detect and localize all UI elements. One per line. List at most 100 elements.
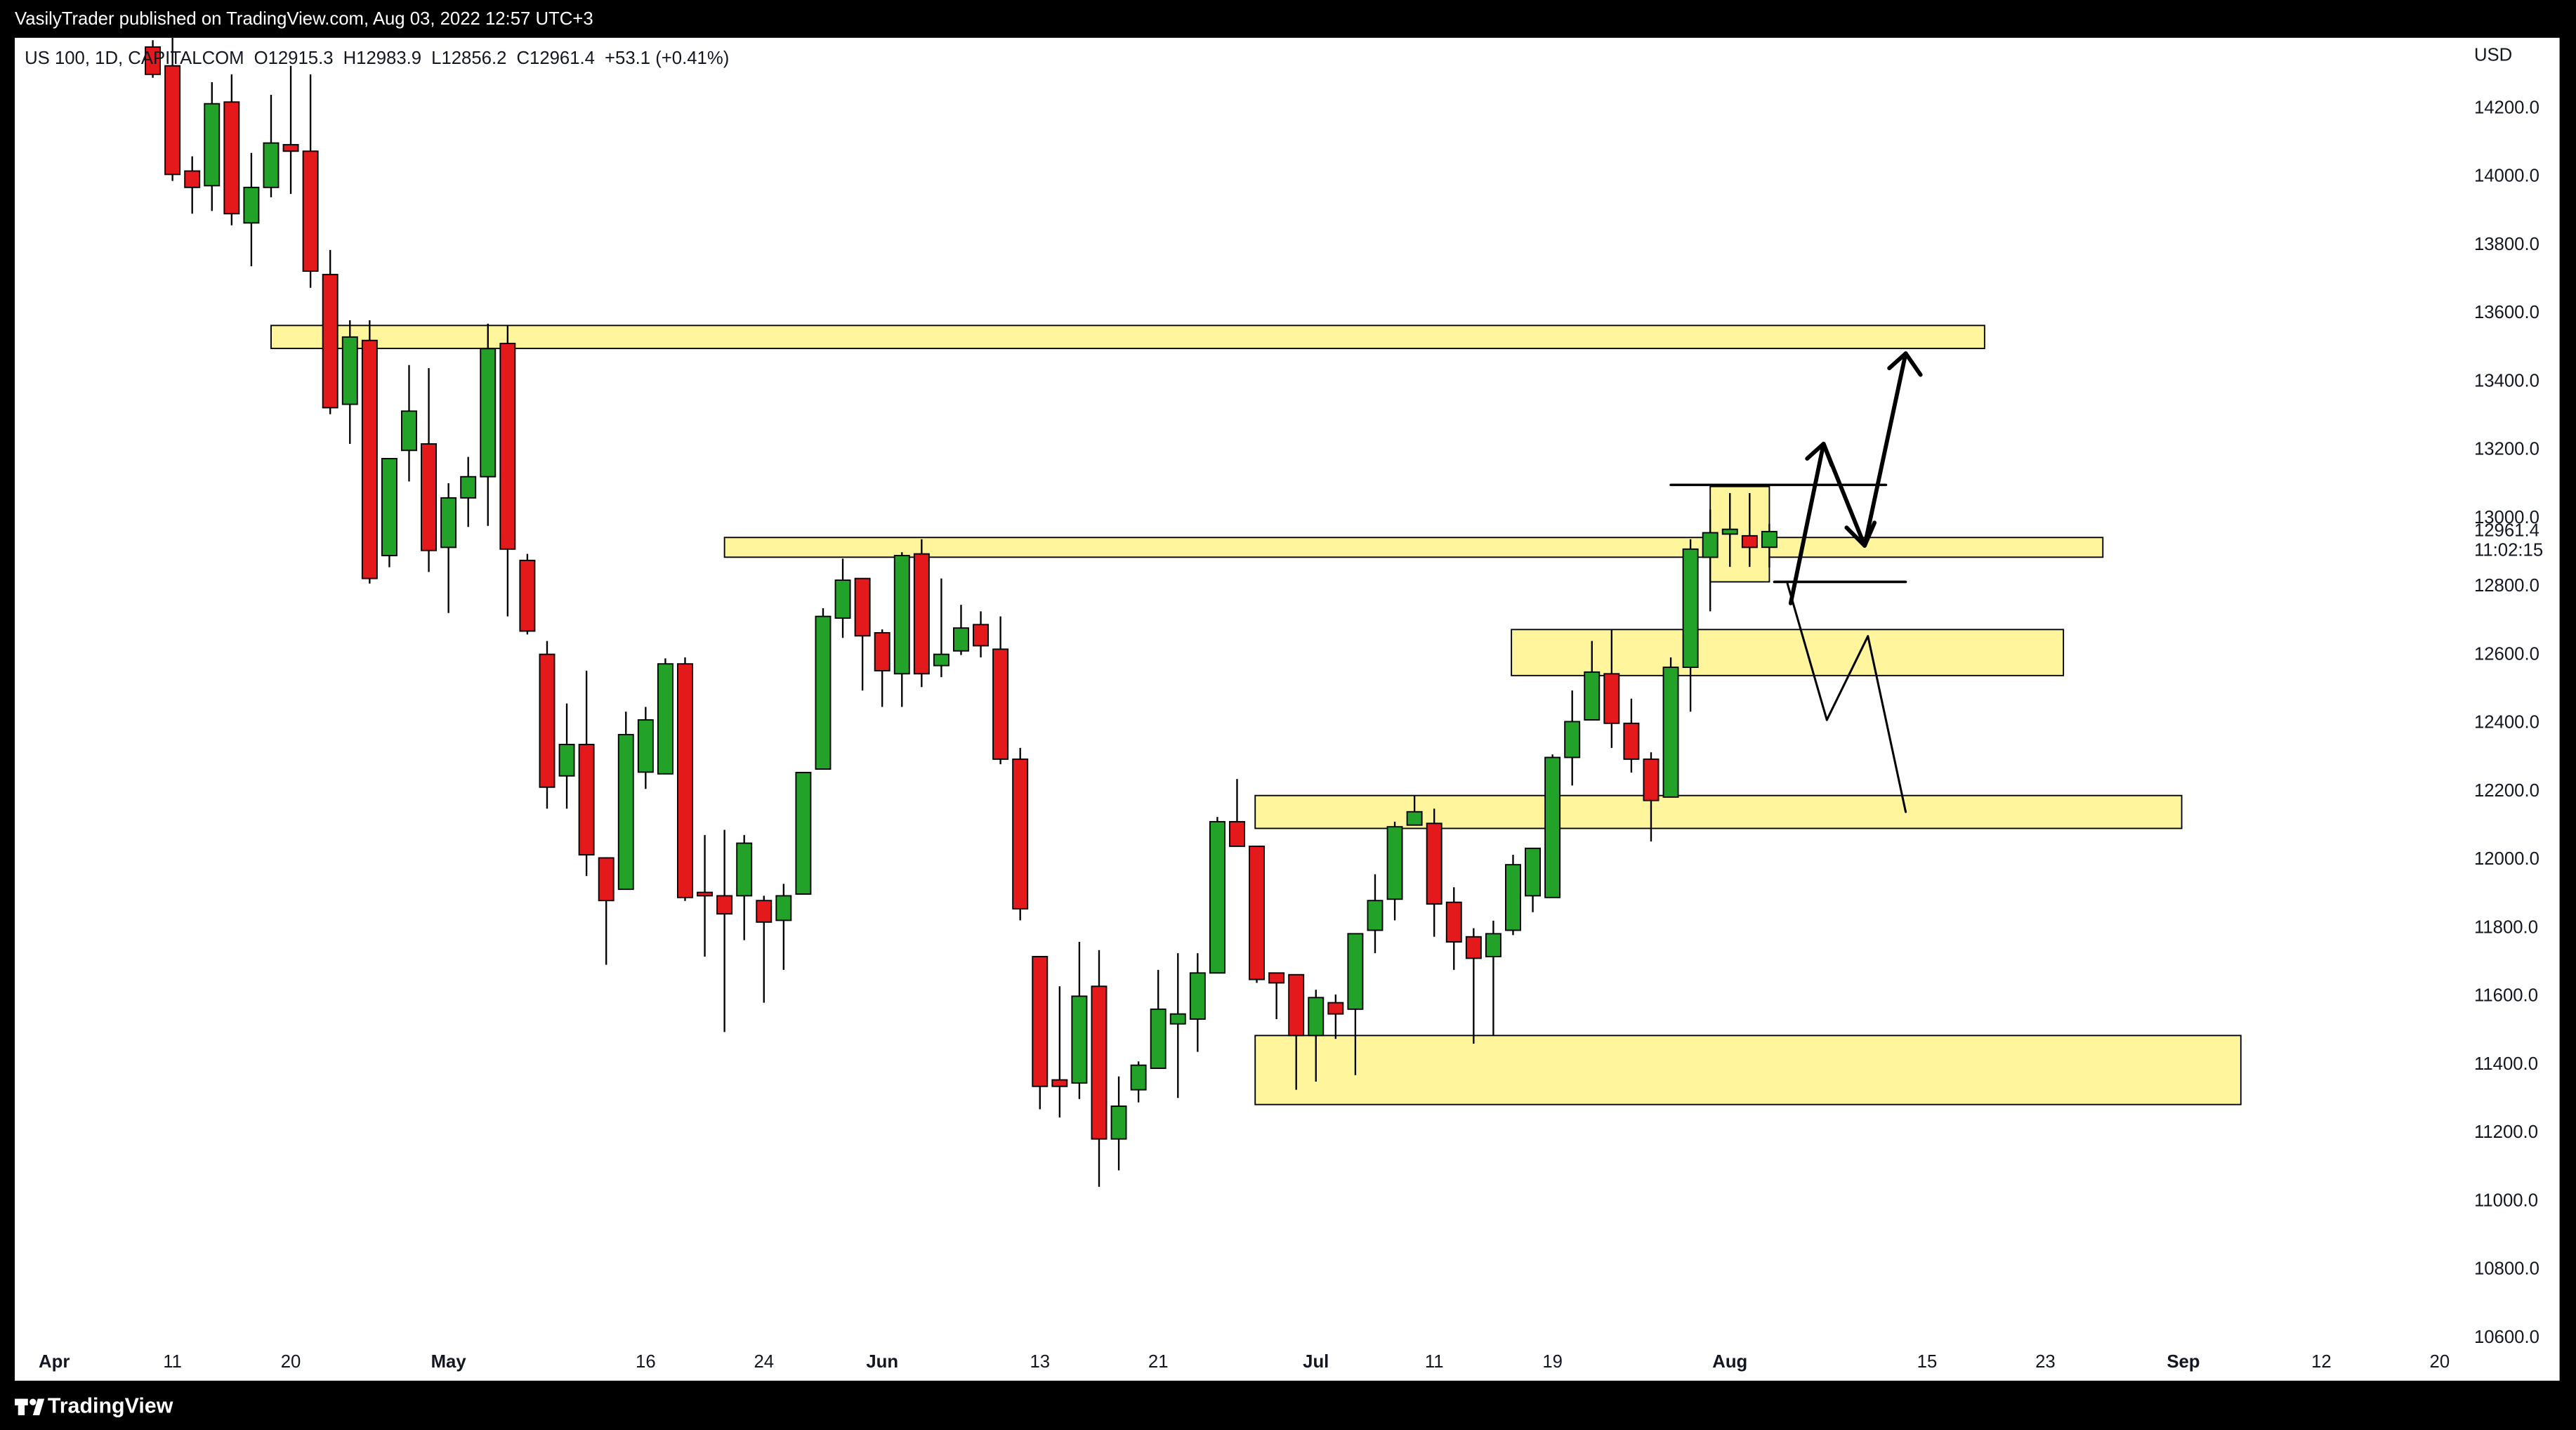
candle-body — [223, 101, 240, 215]
logo-mark — [32, 1398, 45, 1415]
candle-body — [1249, 845, 1266, 980]
plot-area — [145, 37, 2242, 1187]
x-tick-label: 24 — [754, 1352, 774, 1372]
zone — [723, 537, 2104, 558]
y-tick-label: 11600.0 — [2474, 986, 2538, 1006]
zone — [1511, 629, 2065, 676]
logo: TradingView — [15, 1393, 173, 1417]
price-axis: 10600.0 10800.0 11000.0 11200.0 11400.0 11600… — [2474, 98, 2543, 1347]
candle-body — [1347, 933, 1364, 1010]
candle-body — [1051, 1079, 1068, 1087]
arrow-head — [1844, 520, 1877, 548]
candle-body — [1682, 548, 1699, 669]
x-tick-label: 21 — [1148, 1352, 1169, 1372]
candle-body — [1071, 995, 1088, 1084]
x-tick-label: Jul — [1303, 1352, 1329, 1372]
candle-body — [243, 186, 260, 224]
x-tick-label: Sep — [2167, 1352, 2200, 1372]
candle-body — [1110, 1106, 1127, 1140]
candle-body — [184, 170, 201, 188]
x-tick-label: 20 — [2430, 1352, 2450, 1372]
zone — [1254, 1035, 2242, 1106]
x-tick-label: 23 — [2035, 1352, 2056, 1372]
candle-body — [815, 615, 832, 770]
candle-body — [1445, 901, 1462, 943]
candle-body — [1564, 721, 1581, 759]
candle-body — [1584, 671, 1601, 721]
candle-body — [1643, 758, 1660, 801]
x-tick-label: 12 — [2311, 1352, 2332, 1372]
candle-body — [1465, 936, 1482, 959]
attribution: VasilyTrader published on TradingView.co… — [15, 9, 593, 29]
candle-body — [1505, 864, 1521, 931]
zone — [270, 324, 1985, 350]
candle-body — [1426, 822, 1443, 905]
candle-body — [421, 443, 438, 551]
y-tick-label: 11200.0 — [2474, 1122, 2538, 1142]
x-tick-label: 20 — [281, 1352, 301, 1372]
candle-body — [1386, 826, 1403, 900]
y-tick-label: 14200.0 — [2474, 98, 2539, 117]
candle-body — [282, 144, 299, 152]
y-tick-label: 10800.0 — [2474, 1259, 2539, 1279]
candle-body — [460, 475, 477, 499]
candle-body — [1702, 532, 1719, 558]
candle-body — [1485, 933, 1501, 957]
y-tick-label: 11000.0 — [2474, 1190, 2538, 1210]
y-tick-label: 12800.0 — [2474, 576, 2539, 596]
candle-body — [1525, 847, 1542, 897]
candle-body — [361, 339, 378, 579]
candle-body — [775, 895, 792, 921]
candle-body — [381, 458, 397, 556]
countdown: 11:02:15 — [2474, 541, 2543, 560]
candle-body — [539, 653, 556, 788]
candle-body — [480, 348, 497, 478]
legend-change: +53.1 (+0.41%) — [605, 48, 729, 68]
candle-body — [1209, 820, 1225, 974]
candle-body — [1012, 758, 1029, 910]
brand: TradingView — [48, 1393, 173, 1417]
candle-body — [164, 65, 181, 176]
candle-body — [1761, 530, 1777, 549]
candle-body — [617, 733, 634, 891]
candle-body — [1721, 528, 1738, 535]
x-tick-label: 11 — [163, 1352, 182, 1372]
x-tick-label: 19 — [1542, 1352, 1563, 1372]
x-tick-label: 15 — [1917, 1352, 1938, 1372]
candle-body — [558, 744, 575, 777]
x-tick-label: 16 — [636, 1352, 656, 1372]
candle-body — [302, 150, 319, 272]
candle-body — [795, 771, 812, 895]
logo-mark — [18, 1398, 25, 1415]
candle-body — [263, 142, 280, 188]
y-tick-label: 12200.0 — [2474, 781, 2539, 801]
candle-body — [204, 103, 221, 187]
candle-body — [401, 410, 417, 452]
candle-body — [1741, 534, 1758, 549]
y-tick-label: 11400.0 — [2474, 1054, 2538, 1074]
candle-body — [1189, 972, 1206, 1020]
y-tick-label: 13400.0 — [2474, 371, 2539, 391]
chart-background — [15, 37, 2560, 1381]
legend-low: L12856.2 — [431, 48, 506, 68]
candle-body — [1308, 997, 1325, 1037]
candle-body — [1169, 1013, 1186, 1025]
legend-high: H12983.9 — [343, 48, 422, 68]
y-tick-label: 12600.0 — [2474, 644, 2539, 664]
candle-body — [657, 663, 673, 775]
candle-body — [598, 857, 615, 902]
candle-body — [1130, 1064, 1147, 1091]
candle-body — [992, 648, 1009, 760]
candle-body — [1544, 756, 1561, 898]
candle-body — [933, 653, 949, 667]
range-box — [1709, 485, 1770, 583]
candle-body — [499, 343, 516, 550]
candle-body — [1406, 811, 1423, 826]
candle-body — [322, 273, 339, 409]
legend-close: C12961.4 — [516, 48, 595, 68]
candle-body — [677, 663, 693, 898]
candle-body — [145, 46, 162, 75]
candle-body — [1150, 1008, 1167, 1069]
arrow-head — [1805, 441, 1834, 468]
